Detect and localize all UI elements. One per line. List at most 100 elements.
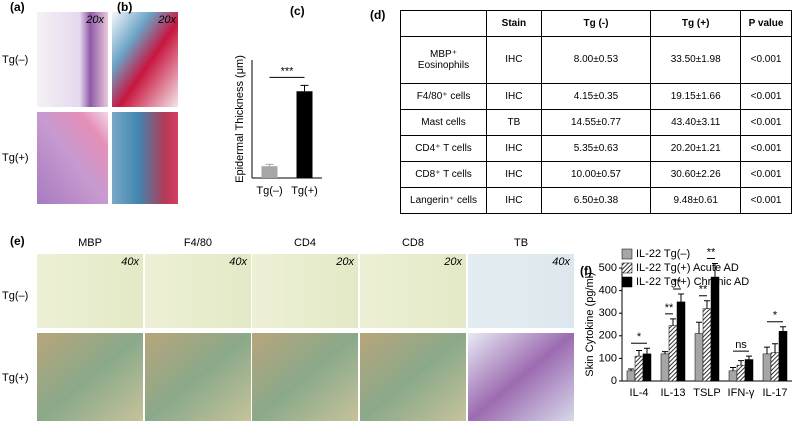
magnification: 40x [121, 256, 139, 268]
error-bar [644, 347, 650, 354]
row-label: Tg(+) [2, 372, 29, 384]
table-row: CD4⁺ T cells IHC 5.35±0.63 20.20±1.21 <0.001 [399, 134, 792, 162]
bar [736, 364, 746, 382]
table-cell: 19.15±1.66 [650, 82, 742, 110]
table-cell: Langerin⁺ cells [399, 186, 488, 215]
histology-image [360, 254, 466, 328]
bar [694, 333, 704, 382]
table-cell: 43.40±3.11 [650, 108, 742, 136]
header-cell: Tg (-) [540, 9, 652, 38]
magnification: 20x [85, 14, 104, 26]
magnification: 20x [443, 256, 462, 268]
error-bar [730, 366, 736, 371]
column-label: CD4 [294, 237, 316, 249]
table-cell: F4/80⁺ cells [399, 82, 488, 110]
table-cell: 8.00±0.53 [540, 36, 652, 84]
bar [710, 276, 720, 382]
x-tick-label: IL-4 [630, 387, 649, 399]
significance: ns [735, 339, 747, 351]
legend-label: IL-22 Tg(+) Chronic AD [636, 276, 749, 288]
table-cell: <0.001 [740, 36, 792, 84]
bar [676, 301, 686, 382]
table-cell: 4.15±0.35 [540, 82, 652, 110]
y-tick-label: 300 [599, 307, 617, 319]
y-axis-label: Epidermal Thickness (μm) [234, 55, 246, 183]
header-cell: Tg (+) [650, 9, 742, 38]
column-label: MBP [78, 237, 102, 249]
error-bar [772, 343, 778, 353]
legend-label: IL-22 Tg(–) [636, 248, 690, 260]
bar [770, 352, 780, 382]
error-bar [265, 163, 274, 167]
bar [762, 353, 772, 382]
histology-image [468, 254, 574, 328]
table-cell: <0.001 [740, 108, 792, 136]
table-cell: TB [486, 108, 542, 136]
legend-swatch [621, 248, 633, 260]
column-label: TB [514, 237, 528, 249]
table-panel: Stain Tg (-) Tg (+) P value MBP⁺ Eosinophils… [399, 9, 792, 215]
legend-swatch [621, 276, 633, 288]
bar [634, 355, 644, 382]
histology-image [468, 333, 574, 421]
y-tick-label: 400 [599, 285, 617, 297]
charts: (c)Epidermal Thickness (μm)Tg(–) Tg(+)***… [234, 4, 792, 399]
table-cell: IHC [486, 82, 542, 110]
table-cell: 6.50±0.38 [540, 186, 652, 215]
error-bar [696, 321, 702, 334]
panel-label: (f) [580, 264, 592, 278]
table-cell: 33.50±1.98 [650, 36, 742, 84]
table-cell: IHC [486, 134, 542, 162]
table-row: Langerin⁺ cells IHC 6.50±0.38 9.48±0.61 <0.0… [399, 186, 792, 215]
histology-image [37, 254, 143, 328]
error-bar [764, 346, 770, 354]
panel-label: (e) [10, 234, 25, 248]
magnification: 40x [229, 256, 247, 268]
table-cell: 5.35±0.63 [540, 134, 652, 162]
row-label: Tg(–) [2, 54, 28, 66]
table-cell: <0.001 [740, 134, 792, 162]
significance: ** [665, 302, 674, 314]
row-label: Tg(+) [2, 152, 29, 164]
error-bar [678, 293, 684, 302]
error-bar [738, 360, 744, 366]
table-cell: IHC [486, 160, 542, 188]
histology-image [112, 12, 178, 107]
significance: ** [673, 277, 682, 289]
error-bar [662, 351, 668, 354]
histology-image [37, 12, 108, 107]
y-tick-label: 500 [599, 262, 617, 274]
magnification: 20x [335, 256, 354, 268]
y-tick-label: 100 [599, 352, 617, 364]
table-header: Stain Tg (-) Tg (+) P value [399, 9, 792, 38]
panel-label: (c) [290, 4, 305, 18]
table-cell: MBP⁺ Eosinophils [399, 36, 488, 84]
y-axis-label: Skin Cytokine (pg/ml) [584, 272, 596, 377]
histology-image [252, 333, 358, 421]
x-tick-label: TSLP [693, 387, 721, 399]
column-label: CD8 [402, 237, 424, 249]
panel-label: (a) [10, 0, 25, 14]
table-cell: <0.001 [740, 186, 792, 215]
table-cell: CD8⁺ T cells [399, 160, 488, 188]
significance: *** [281, 65, 295, 77]
table-cell: 9.48±0.61 [650, 186, 742, 215]
bar [778, 331, 788, 382]
histology-image [112, 112, 178, 204]
x-tick-label: IL-17 [762, 387, 787, 399]
magnification: 20x [157, 14, 176, 26]
table-cell: <0.001 [740, 160, 792, 188]
header-cell: P value [740, 9, 792, 38]
header-cell [399, 9, 488, 38]
error-bar [628, 368, 634, 371]
table-cell: IHC [486, 186, 542, 215]
x-tick-label: Tg(–) [256, 185, 282, 197]
table-cell: <0.001 [740, 82, 792, 110]
bar [660, 353, 670, 382]
error-bar [746, 355, 752, 360]
y-tick-label: 0 [611, 375, 617, 387]
table-cell: 20.20±1.21 [650, 134, 742, 162]
significance: ** [699, 284, 708, 296]
